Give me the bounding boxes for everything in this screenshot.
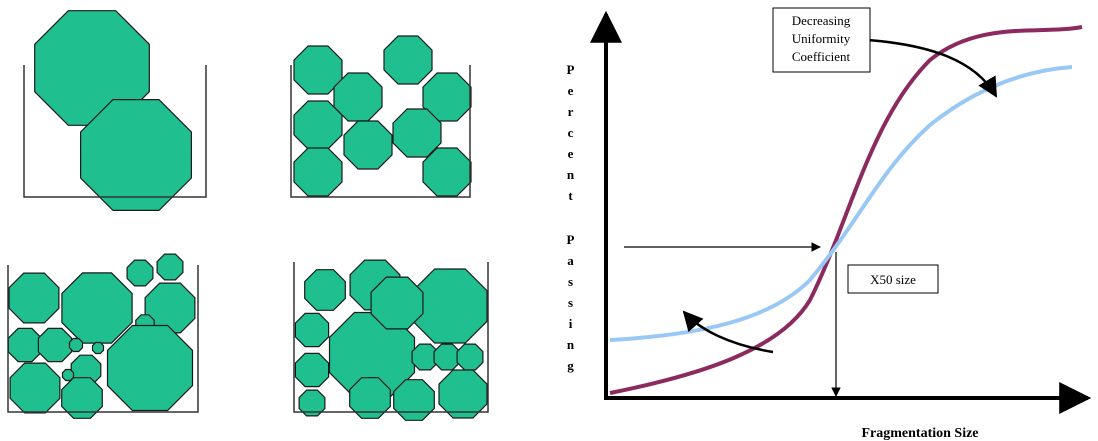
- particle: [393, 109, 441, 157]
- particle: [295, 353, 328, 386]
- particle: [413, 269, 487, 343]
- particle: [344, 121, 392, 169]
- particle: [38, 328, 71, 361]
- particle: [305, 270, 346, 311]
- particle: [384, 36, 432, 84]
- annotation: Uniformity: [792, 31, 851, 46]
- particle: [8, 328, 41, 361]
- arrow: [868, 40, 996, 96]
- particle: [10, 363, 60, 413]
- y-axis-label: Passing: [562, 232, 578, 379]
- annotation: X50 size: [870, 272, 916, 287]
- particle: [93, 343, 104, 354]
- particle: [157, 254, 183, 280]
- particle: [81, 100, 192, 211]
- particle: [434, 344, 460, 370]
- particle: [457, 344, 483, 370]
- particle: [294, 148, 342, 196]
- y-axis-label: Percent: [562, 62, 578, 209]
- particle: [9, 273, 59, 323]
- particle: [127, 260, 153, 286]
- particle: [62, 273, 132, 343]
- particle: [294, 101, 342, 149]
- annotation: Coefficient: [792, 49, 851, 64]
- particle: [70, 339, 83, 352]
- particle: [439, 370, 487, 418]
- page: Decreasing Uniformity Coefficient X50 si…: [0, 0, 1098, 441]
- curve-wide: [610, 67, 1072, 340]
- particle: [295, 313, 328, 346]
- diagram: Decreasing Uniformity Coefficient X50 si…: [0, 0, 1098, 441]
- particle: [394, 380, 435, 421]
- particle: [108, 326, 193, 411]
- particle: [371, 277, 423, 329]
- annotation: Decreasing: [792, 13, 851, 28]
- particle: [423, 148, 471, 196]
- particles: [8, 11, 487, 421]
- curve-narrow: [610, 27, 1082, 393]
- x-axis-label: Fragmentation Size: [861, 426, 978, 441]
